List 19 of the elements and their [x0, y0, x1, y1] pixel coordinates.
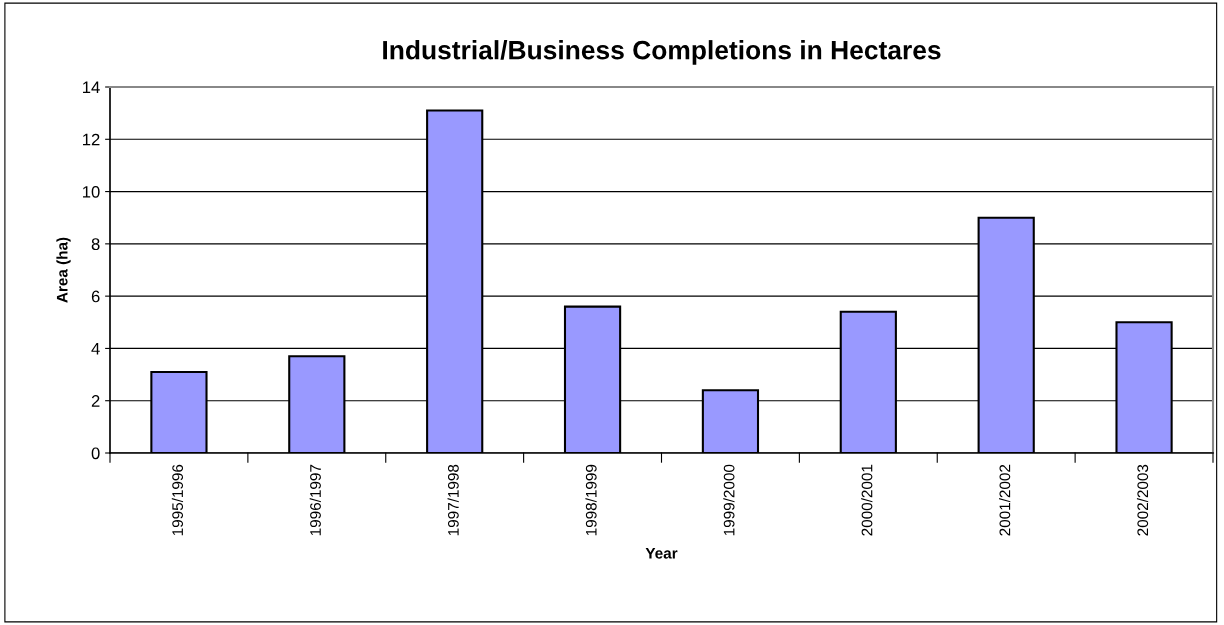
x-axis-title: Year — [645, 547, 678, 559]
y-axis-title: Area (ha) — [56, 237, 71, 303]
x-tick-label: 2000/2001 — [861, 464, 873, 536]
x-tick-label: 1999/2000 — [723, 464, 735, 536]
y-tick-label: 0 — [91, 447, 100, 460]
y-tick-label: 14 — [83, 81, 100, 94]
y-tick-label: 8 — [91, 238, 100, 251]
x-tick-label: 2002/2003 — [1136, 464, 1149, 536]
x-tick-label: 1995/1996 — [171, 464, 184, 536]
x-tick-label: 1996/1997 — [309, 464, 321, 536]
x-tick-label: 2001/2002 — [999, 464, 1011, 536]
y-tick-label: 4 — [91, 343, 100, 355]
x-tick-label: 1997/1998 — [447, 464, 459, 536]
chart-title: Industrial/Business Completions in Hectares — [383, 40, 941, 65]
x-tick-label: 1998/1999 — [585, 464, 597, 536]
y-tick-label: 10 — [83, 185, 100, 198]
y-tick-label: 12 — [83, 133, 100, 146]
y-tick-label: 6 — [91, 290, 100, 303]
y-tick-label: 2 — [91, 395, 100, 407]
